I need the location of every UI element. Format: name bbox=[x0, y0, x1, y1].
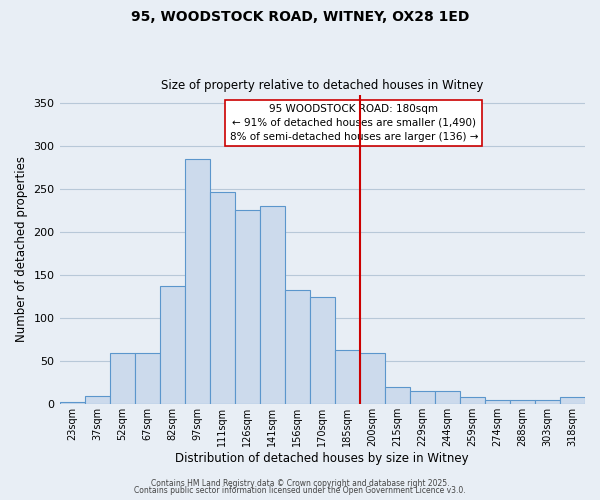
Bar bbox=[85, 396, 110, 404]
Text: Contains public sector information licensed under the Open Government Licence v3: Contains public sector information licen… bbox=[134, 486, 466, 495]
Text: Contains HM Land Registry data © Crown copyright and database right 2025.: Contains HM Land Registry data © Crown c… bbox=[151, 478, 449, 488]
Bar bbox=[535, 400, 560, 404]
Bar bbox=[235, 210, 260, 404]
Bar bbox=[185, 159, 209, 404]
Bar bbox=[160, 286, 185, 405]
Bar bbox=[59, 402, 85, 404]
Bar bbox=[435, 390, 460, 404]
Bar bbox=[260, 206, 285, 404]
Bar bbox=[410, 390, 435, 404]
Bar bbox=[310, 296, 335, 405]
Bar bbox=[209, 192, 235, 404]
Bar bbox=[385, 387, 410, 404]
Bar bbox=[285, 290, 310, 405]
Bar bbox=[560, 396, 585, 404]
Bar bbox=[335, 350, 360, 405]
Y-axis label: Number of detached properties: Number of detached properties bbox=[15, 156, 28, 342]
Bar bbox=[510, 400, 535, 404]
Bar bbox=[460, 398, 485, 404]
Text: 95, WOODSTOCK ROAD, WITNEY, OX28 1ED: 95, WOODSTOCK ROAD, WITNEY, OX28 1ED bbox=[131, 10, 469, 24]
Text: 95 WOODSTOCK ROAD: 180sqm
← 91% of detached houses are smaller (1,490)
8% of sem: 95 WOODSTOCK ROAD: 180sqm ← 91% of detac… bbox=[230, 104, 478, 142]
Bar bbox=[134, 352, 160, 405]
Bar bbox=[110, 352, 134, 405]
Bar bbox=[485, 400, 510, 404]
X-axis label: Distribution of detached houses by size in Witney: Distribution of detached houses by size … bbox=[175, 452, 469, 465]
Title: Size of property relative to detached houses in Witney: Size of property relative to detached ho… bbox=[161, 79, 484, 92]
Bar bbox=[360, 352, 385, 405]
